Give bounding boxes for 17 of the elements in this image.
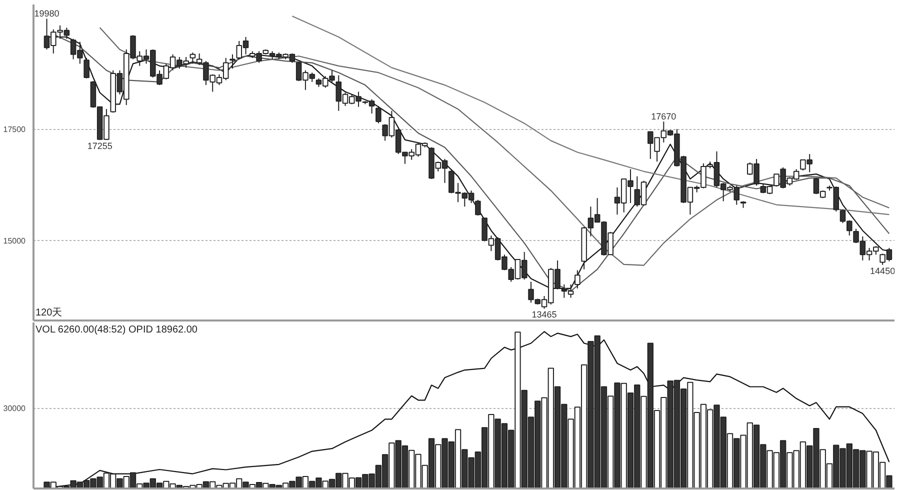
- annotation: 14450: [870, 266, 896, 276]
- candlestick: [475, 199, 481, 216]
- annotation: 120天: [36, 308, 62, 318]
- annotation: 19980: [34, 8, 60, 19]
- annotation: 17255: [87, 141, 112, 152]
- candlestick: [376, 105, 382, 124]
- candlestick: [230, 54, 236, 70]
- candlestick: [190, 52, 196, 64]
- candlestick: [84, 57, 90, 79]
- y-tick-label: 15000: [3, 236, 26, 246]
- annotation: VOL 6260.00(48:52) OPID 18962.00: [36, 324, 198, 336]
- annotation: 13465: [532, 310, 557, 320]
- annotation: 17670: [651, 112, 676, 122]
- y-tick-label: 30000: [3, 404, 26, 414]
- y-tick-label: 17500: [3, 125, 26, 134]
- line-series: [292, 16, 890, 216]
- candlestick: [574, 270, 580, 289]
